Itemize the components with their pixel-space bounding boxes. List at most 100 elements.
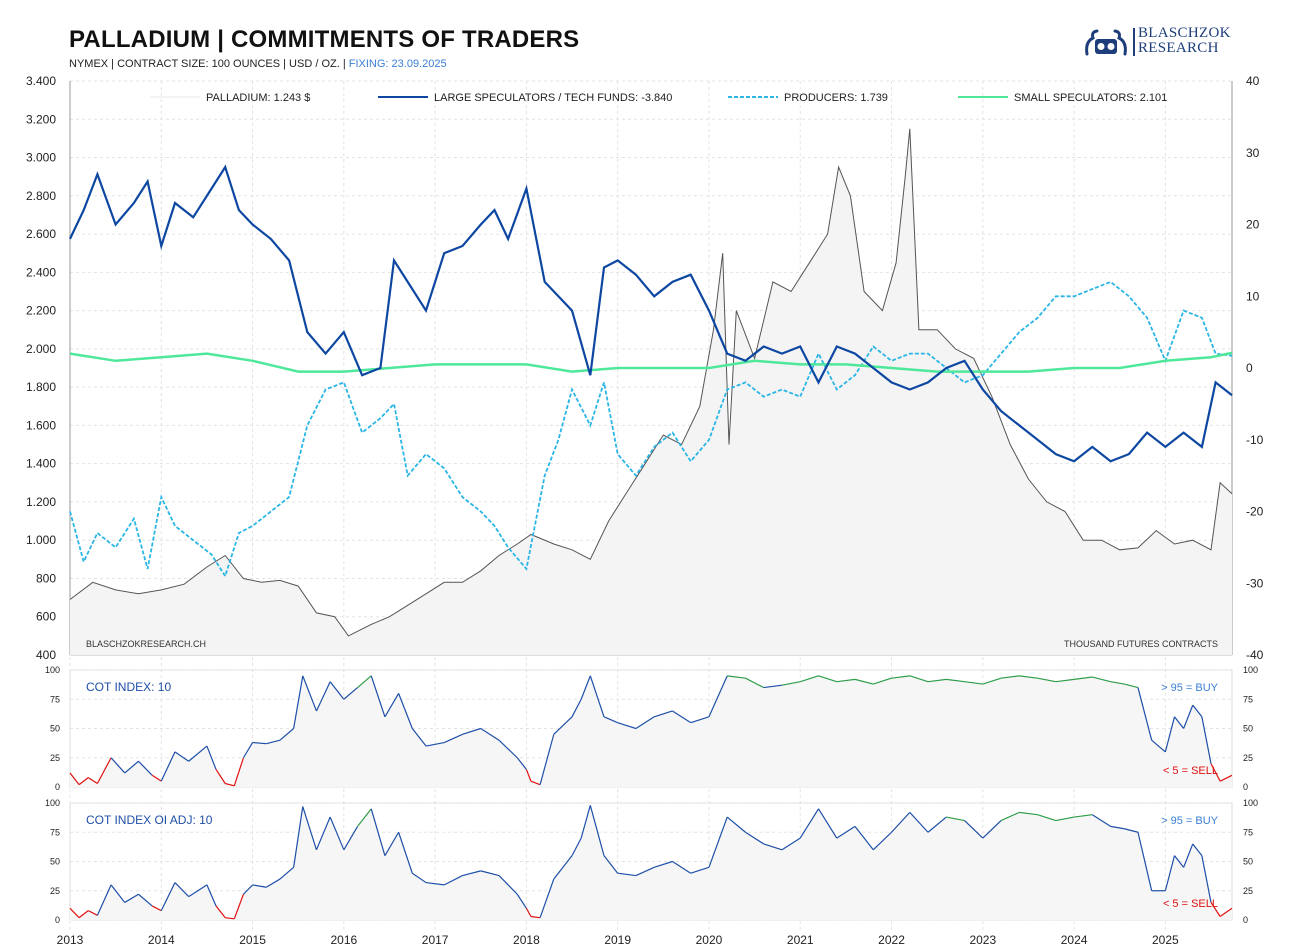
cot-index-oi-adj-segment xyxy=(1037,814,1057,822)
cot-index-segment xyxy=(1000,675,1020,679)
cot-index-segment xyxy=(530,780,541,786)
y-left-tick-label: 2.400 xyxy=(26,265,56,279)
cot-index-segment xyxy=(909,675,929,683)
cot-index-segment xyxy=(1037,677,1056,683)
y-left-tick-label: 1.600 xyxy=(26,418,56,432)
cot-index-oi-adj-segment xyxy=(1183,843,1194,868)
cot-index-segment xyxy=(654,710,673,718)
cot-index-oi-adj-segment xyxy=(1110,825,1125,830)
subtitle-contract-info: NYMEX | CONTRACT SIZE: 100 OUNCES | USD … xyxy=(69,58,349,70)
cot-index-y-left-tick-label: 100 xyxy=(45,665,60,675)
price-area xyxy=(70,128,1232,656)
y-right-tick-label: 10 xyxy=(1246,289,1260,303)
x-tick-label: 2019 xyxy=(604,933,631,947)
cot-index-oi-adj-segment xyxy=(872,831,892,851)
cot-index-segment xyxy=(69,772,80,786)
y-left-tick-label: 1.000 xyxy=(26,533,56,547)
cot-index-segment xyxy=(1055,678,1075,683)
unit-note-label: THOUSAND FUTURES CONTRACTS xyxy=(1064,639,1218,649)
cot-index-oi-adj-segment xyxy=(370,808,386,856)
cot-index-segment xyxy=(1137,687,1153,741)
cot-index-oi-adj-segment xyxy=(617,872,637,877)
cot-index-segment xyxy=(635,716,655,730)
cot-index-segment xyxy=(329,681,345,700)
x-tick-label: 2016 xyxy=(330,933,357,947)
y-right-tick-label: 20 xyxy=(1246,218,1260,232)
cot-index-segment xyxy=(873,677,892,685)
cot-index-oi-adj-y-right-tick-label: 0 xyxy=(1243,915,1248,925)
cot-index-sell-label: < 5 = SELL xyxy=(1163,765,1218,777)
cot-index-oi-adj-segment xyxy=(1210,902,1221,917)
cot-index-segment xyxy=(302,675,318,712)
cot-index-oi-adj-segment xyxy=(174,882,190,898)
cot-index-segment xyxy=(571,698,582,718)
y-right-tick-label: -20 xyxy=(1246,505,1264,519)
cot-index-oi-adj-segment xyxy=(96,884,112,916)
cot-index-segment xyxy=(982,677,1002,685)
series-line-large-speculators xyxy=(69,164,1233,463)
cot-index-oi-adj-segment xyxy=(1164,855,1176,891)
cot-index-segment xyxy=(745,677,765,689)
cot-index-segment xyxy=(315,681,331,712)
x-tick-label: 2025 xyxy=(1152,933,1179,947)
cot-index-oi-adj-segment xyxy=(343,826,359,851)
y-right-tick-label: 0 xyxy=(1246,361,1253,375)
cot-index-segment xyxy=(927,678,947,683)
cot-index-oi-adj-segment xyxy=(964,820,984,839)
cot-index-segment xyxy=(525,769,532,782)
cot-index-oi-adj-segment xyxy=(516,893,527,909)
cot-index-segment xyxy=(293,675,304,729)
cot-index-oi-adj-segment xyxy=(1201,855,1212,903)
y-left-tick-label: 2.600 xyxy=(26,227,56,241)
logo-wordmark: BLASCHZOK RESEARCH xyxy=(1138,26,1231,56)
cot-index-oi-adj-segment xyxy=(1174,855,1185,868)
cot-index-oi-adj-segment xyxy=(799,808,820,839)
subtitle-fixing-date: FIXING: 23.09.2025 xyxy=(348,58,447,70)
legend-label: LARGE SPECULATORS / TECH FUNDS: -3.840 xyxy=(434,92,672,104)
cot-index-oi-adj-segment xyxy=(315,816,331,851)
x-tick-label: 2022 xyxy=(878,933,905,947)
legend-label: PRODUCERS: 1.739 xyxy=(784,92,888,104)
cot-index-y-left-tick-label: 75 xyxy=(50,694,60,704)
cot-index-segment xyxy=(225,782,235,787)
cot-index-segment xyxy=(411,728,427,747)
cot-index-oi-adj-segment xyxy=(781,837,801,851)
cot-index-oi-adj-segment xyxy=(1000,811,1020,822)
cot-index-y-right-tick-label: 50 xyxy=(1243,724,1253,734)
cot-index-oi-adj-segment xyxy=(329,816,345,851)
chart-subtitle: NYMEX | CONTRACT SIZE: 100 OUNCES | USD … xyxy=(69,58,447,70)
cot-index-segment xyxy=(553,716,573,735)
cot-index-segment xyxy=(1192,704,1203,718)
cot-index-oi-adj-segment xyxy=(293,806,304,868)
cot-index-oi-adj-segment xyxy=(1019,811,1038,816)
x-tick-label: 2014 xyxy=(148,933,175,947)
cot-index-segment xyxy=(836,678,856,683)
cot-index-y-right-tick-label: 100 xyxy=(1243,665,1258,675)
cot-index-segment xyxy=(964,681,983,685)
cot-index-segment xyxy=(1174,716,1185,729)
cot-index-segment xyxy=(462,727,481,735)
cot-index-oi-adj-segment xyxy=(817,808,838,839)
cot-index-oi-adj-y-right-tick-label: 75 xyxy=(1243,827,1253,837)
cot-index-oi-adj-y-left-tick-label: 100 xyxy=(45,798,60,808)
cot-index-segment xyxy=(242,742,254,759)
cot-index-y-left-tick-label: 0 xyxy=(55,782,60,792)
cot-index-y-right-tick-label: 0 xyxy=(1243,782,1248,792)
logo-emblem-icon xyxy=(1085,29,1127,56)
cot-index-segment xyxy=(1151,739,1166,753)
cot-index-y-left-tick-label: 25 xyxy=(50,753,60,763)
cot-index-oi-adj-segment xyxy=(215,905,226,919)
cot-index-segment xyxy=(516,757,527,770)
cot-index-segment xyxy=(1201,716,1212,764)
cot-index-oi-adj-segment xyxy=(110,884,126,903)
cot-index-oi-adj-segment xyxy=(580,805,591,839)
y-left-tick-label: 1.200 xyxy=(26,495,56,509)
cot-index-segment xyxy=(708,675,728,718)
cot-index-segment xyxy=(384,693,400,718)
cot-index-oi-adj-area xyxy=(70,805,1232,920)
cot-index-oi-adj-segment xyxy=(530,915,541,919)
cot-index-segment xyxy=(1164,716,1176,753)
cot-index-oi-adj-segment xyxy=(603,855,619,874)
cot-index-segment xyxy=(444,733,463,744)
